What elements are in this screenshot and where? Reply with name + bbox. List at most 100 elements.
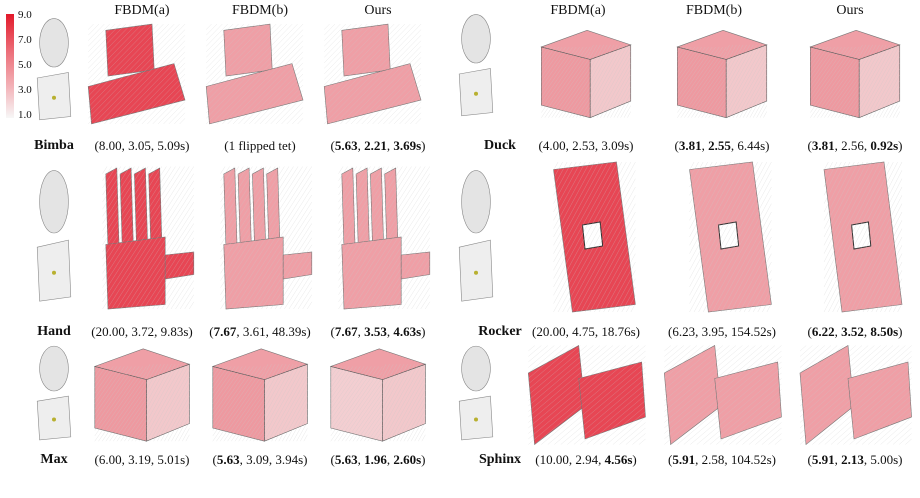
duck-result-0	[540, 30, 632, 119]
stat-part: 5.91	[811, 452, 835, 467]
stat-part: 3.81	[811, 138, 835, 153]
mesh-lines	[859, 44, 900, 118]
bimba-stat-fbdm-b: (1 flipped tet)	[200, 138, 320, 154]
hand-stat-fbdm-a: (20.00, 3.72, 9.83s)	[82, 324, 202, 340]
stat-part: ,	[357, 138, 365, 153]
colorbar-tick: 5.0	[18, 59, 32, 71]
duck-reference-thumb	[458, 14, 494, 117]
colorbar-tick: 7.0	[18, 34, 32, 46]
duck-result-2	[809, 30, 901, 119]
max-stat-ours: (5.63, 1.96, 2.60s)	[318, 452, 438, 468]
duck-result-1	[676, 30, 768, 119]
stat-part: , 2.56,	[834, 138, 871, 153]
rocker-result-0	[553, 161, 636, 313]
stat-part: 1.96	[364, 452, 387, 467]
stat-part: (	[807, 324, 812, 339]
hand-result-2	[338, 166, 431, 310]
stat-part: ,	[863, 324, 871, 339]
mesh-lines	[330, 366, 383, 442]
mesh-lines	[88, 23, 186, 125]
mesh-lines	[726, 44, 767, 118]
max-stat-fbdm-a: (6.00, 3.19, 5.01s)	[82, 452, 202, 468]
hand-stat-ours: (7.67, 3.53, 4.63s)	[318, 324, 438, 340]
stat-part: (	[212, 452, 217, 467]
mesh-lines	[677, 46, 727, 118]
rocker-reference-thumb	[458, 170, 494, 302]
model-label-duck: Duck	[484, 138, 516, 153]
stat-part: 3.52	[841, 324, 864, 339]
stat-part: )	[898, 324, 903, 339]
colorbar	[6, 14, 14, 118]
bimba-result-0	[87, 23, 186, 125]
stat-part: ,	[834, 324, 842, 339]
bimba-stat-fbdm-a: (8.00, 3.05, 5.09s)	[82, 138, 202, 154]
stat-part: (6.00, 3.19, 5.01s)	[94, 452, 190, 467]
stat-part: 8.50s	[870, 324, 899, 339]
stat-part: (20.00, 4.75, 18.76s)	[532, 324, 640, 339]
rocker-result-2	[823, 161, 903, 313]
stat-part: (	[330, 138, 335, 153]
stat-part: (	[209, 324, 214, 339]
stat-part: ,	[834, 452, 842, 467]
stat-part: ,	[357, 452, 365, 467]
sphinx-stat-ours: (5.91, 2.13, 5.00s)	[790, 452, 920, 468]
stat-part: (6.23, 3.95, 154.52s)	[668, 324, 776, 339]
colorbar-tick: 1.0	[18, 109, 32, 121]
stat-part: 2.21	[364, 138, 387, 153]
sphinx-stat-fbdm-b: (5.91, 2.58, 104.52s)	[654, 452, 790, 468]
model-label-bimba: Bimba	[34, 138, 74, 153]
mesh-lines	[664, 345, 782, 445]
model-label-max: Max	[40, 452, 68, 467]
mesh-lines	[94, 366, 147, 442]
stat-part: (8.00, 3.05, 5.09s)	[94, 138, 190, 153]
max-result-2	[329, 348, 427, 442]
mesh-lines	[382, 364, 426, 442]
sphinx-result-0	[527, 345, 646, 446]
mesh-lines	[823, 161, 903, 313]
sphinx-stat-fbdm-a: (10.00, 2.94, 4.56s)	[518, 452, 654, 468]
mesh-lines	[146, 364, 190, 442]
rocker-stat-ours: (6.22, 3.52, 8.50s)	[790, 324, 920, 340]
stat-part: )	[632, 452, 637, 467]
stat-part: 2.13	[841, 452, 864, 467]
stat-part: 3.69s	[393, 138, 422, 153]
bimba-result-1	[205, 23, 304, 125]
stat-part: 7.67	[213, 324, 237, 339]
mesh-lines	[264, 364, 308, 442]
mesh-lines	[799, 345, 912, 445]
max-result-0	[93, 348, 191, 442]
hand-result-0	[102, 166, 195, 310]
stat-part: (1 flipped tet)	[224, 138, 296, 153]
colorbar-tick: 3.0	[18, 84, 32, 96]
stat-part: 5.63	[216, 452, 240, 467]
stat-part: ,	[701, 138, 709, 153]
stat-part: 2.60s	[393, 452, 422, 467]
mesh-lines	[206, 23, 304, 125]
hand-stat-fbdm-b: (7.67, 3.61, 48.39s)	[200, 324, 320, 340]
stat-part: , 5.00s)	[863, 452, 903, 467]
stat-part: , 2.58, 104.52s)	[695, 452, 776, 467]
stat-part: (	[807, 138, 812, 153]
stat-part: 2.55	[708, 138, 731, 153]
stat-part: (10.00, 2.94,	[535, 452, 605, 467]
rocker-stat-fbdm-b: (6.23, 3.95, 154.52s)	[654, 324, 790, 340]
sphinx-reference-thumb	[458, 345, 494, 441]
bimba-reference-thumb	[36, 18, 72, 121]
stat-part: 5.91	[672, 452, 696, 467]
rocker-stat-fbdm-a: (20.00, 4.75, 18.76s)	[518, 324, 654, 340]
bimba-stat-ours: (5.63, 2.21, 3.69s)	[318, 138, 438, 154]
mesh-lines	[102, 166, 194, 310]
stat-part: 0.92s	[870, 138, 899, 153]
stat-part: 7.67	[334, 324, 358, 339]
stat-part: 4.63s	[393, 324, 422, 339]
stat-part: )	[898, 138, 903, 153]
model-label-rocker: Rocker	[478, 324, 522, 339]
mesh-lines	[590, 44, 631, 118]
mesh-lines	[212, 366, 265, 442]
colorbar-tick: 9.0	[18, 9, 32, 21]
stat-part: ,	[357, 324, 365, 339]
hand-result-1	[220, 166, 313, 310]
mesh-lines	[689, 161, 772, 313]
stat-part: 4.56s	[604, 452, 633, 467]
max-reference-thumb	[36, 345, 72, 441]
